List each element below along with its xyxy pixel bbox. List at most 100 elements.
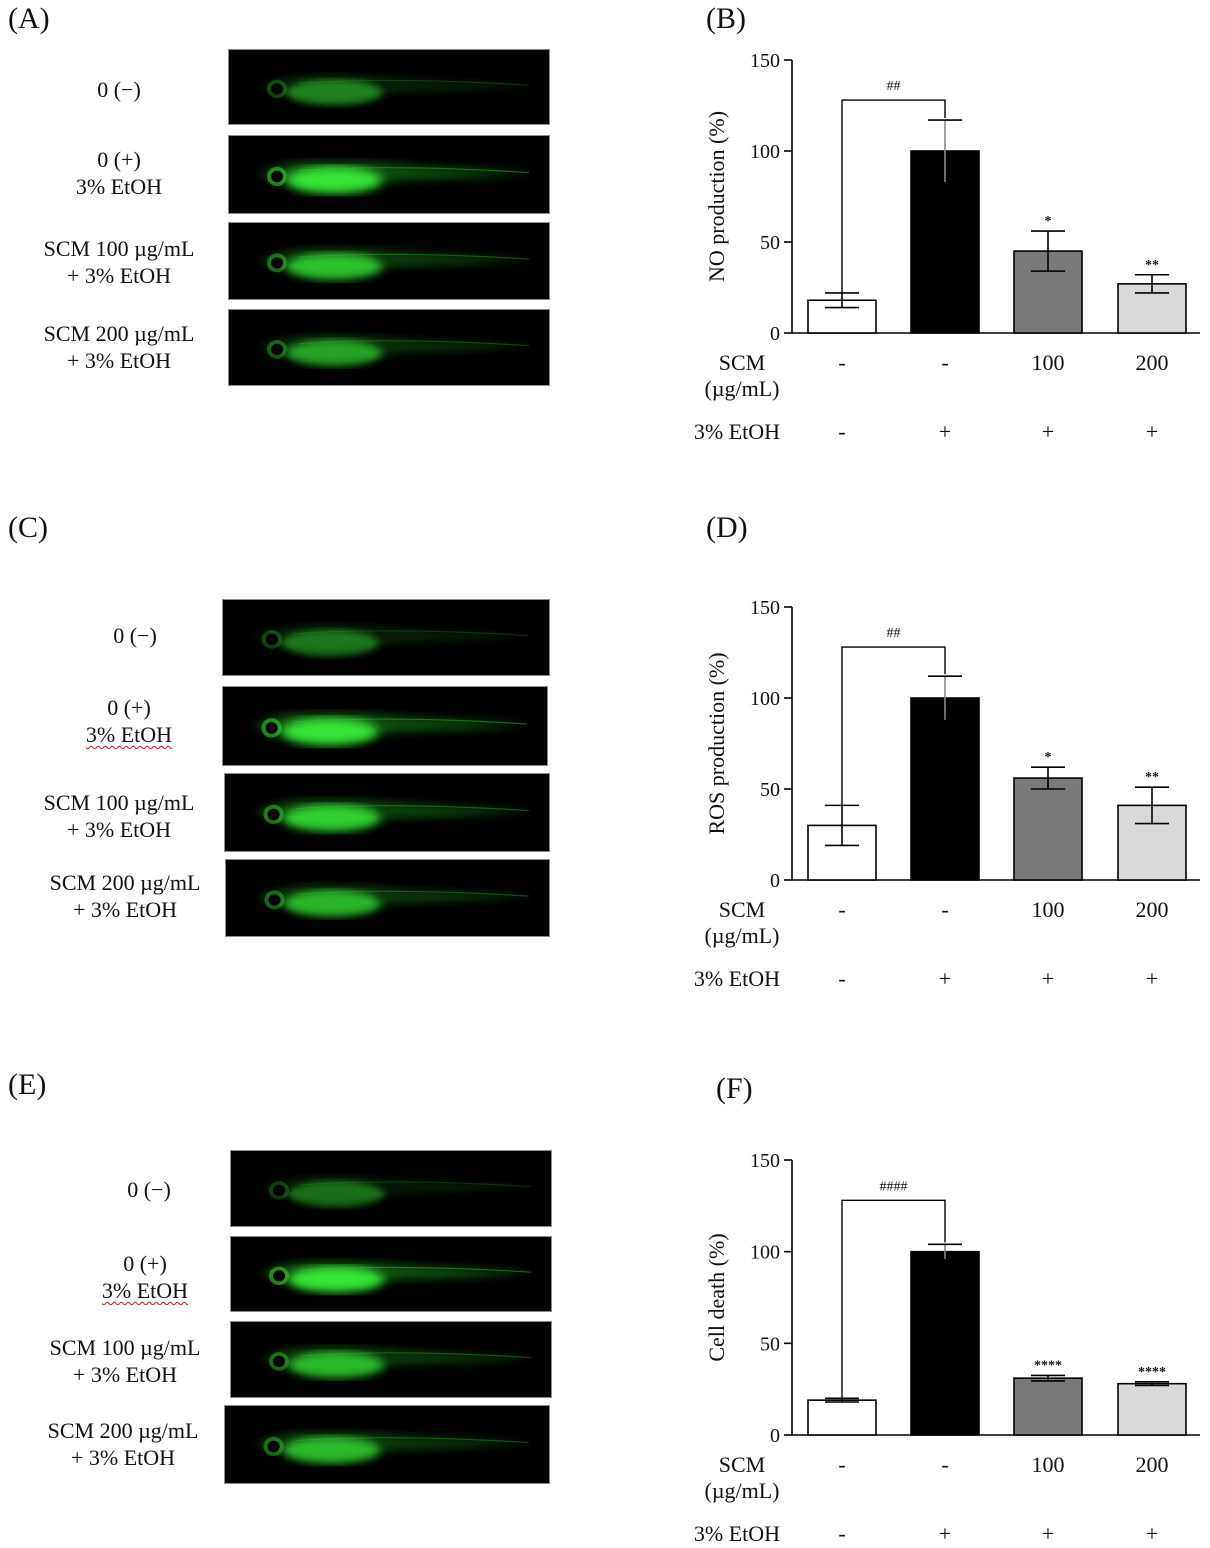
etoh-flag: - <box>838 966 845 991</box>
etoh-flag: + <box>1042 966 1054 991</box>
fish-spine <box>296 890 529 897</box>
y-axis-title: NO production (%) <box>704 111 729 282</box>
bracket-label: ## <box>887 79 901 94</box>
fluorescence-image <box>255 798 529 832</box>
etoh-flag: + <box>1146 419 1158 444</box>
etoh-flag: + <box>939 419 951 444</box>
fish-eye <box>273 1184 285 1196</box>
row-label-scm: SCM <box>719 897 765 922</box>
fluorescence-image <box>256 884 529 917</box>
significance-label: **** <box>1138 1365 1166 1380</box>
fish-yolk-glow <box>280 718 378 746</box>
row-label: 0 (+) 3% EtOH <box>75 147 163 199</box>
fish-spine <box>298 340 530 347</box>
zebrafish-image <box>228 135 550 214</box>
scm-dose: - <box>838 1452 845 1477</box>
fluorescence-image <box>261 1346 532 1379</box>
fluorescence-image <box>261 1175 532 1208</box>
scm-dose: 100 <box>1032 1452 1065 1477</box>
row-label: 0 (−) <box>127 1177 171 1202</box>
fish-eye <box>268 894 281 906</box>
row-label: SCM 100 µg/mL + 3% EtOH <box>43 236 195 288</box>
y-tick-label: 0 <box>770 1425 780 1447</box>
fish-yolk-glow <box>282 804 380 832</box>
fish-spine <box>298 167 530 174</box>
bracket-label: #### <box>880 1179 908 1194</box>
y-tick-label: 150 <box>750 1150 780 1172</box>
etoh-flag: + <box>1042 1521 1054 1546</box>
row-label: 0 (+) 3% EtOH <box>101 1251 189 1303</box>
fluorescence-image <box>255 1430 529 1464</box>
y-tick-label: 50 <box>760 232 780 254</box>
fish-eye <box>271 170 283 183</box>
bar <box>1117 1382 1187 1436</box>
zebrafish-image <box>228 309 550 386</box>
panel-label-c: (C) <box>8 511 48 544</box>
fish-yolk-glow <box>286 253 382 280</box>
zebrafish-image <box>222 686 548 766</box>
row-label: SCM 100 µg/mL + 3% EtOH <box>49 1335 201 1387</box>
fish-spine <box>295 805 529 812</box>
fish-spine <box>294 630 529 637</box>
fish-yolk-glow <box>288 1181 384 1208</box>
row-label-unit: (µg/mL) <box>705 923 780 948</box>
fish-spine <box>300 1181 532 1188</box>
row-label-etoh: 3% EtOH <box>694 1521 780 1546</box>
fluorescence-image <box>259 73 530 106</box>
fish-yolk-glow <box>281 630 379 657</box>
fish-yolk-glow <box>282 1436 380 1464</box>
bar <box>910 697 980 881</box>
fish-yolk-glow <box>288 1266 384 1293</box>
panel-label-e: (E) <box>8 1068 47 1101</box>
zebrafish-image <box>230 1236 552 1312</box>
y-tick-label: 50 <box>760 1333 780 1355</box>
fish-yolk-glow <box>286 79 382 106</box>
scm-dose: 200 <box>1136 897 1169 922</box>
row-label: 0 (−) <box>113 623 157 648</box>
fish-eye <box>273 1270 285 1282</box>
fish-yolk-glow <box>288 1352 384 1379</box>
fish-eye <box>271 257 283 269</box>
y-tick-label: 100 <box>750 688 780 710</box>
etoh-flag: + <box>1042 419 1054 444</box>
fish-eye <box>271 343 283 355</box>
y-tick-label: 0 <box>770 323 780 345</box>
zebrafish-image <box>230 1150 552 1227</box>
scm-dose: 100 <box>1032 897 1065 922</box>
significance-label: * <box>1045 750 1052 765</box>
fish-spine <box>300 1352 532 1359</box>
significance-label: **** <box>1034 1358 1062 1373</box>
zebrafish-image <box>228 222 550 300</box>
significance-bracket <box>841 99 946 293</box>
fluorescence-image <box>261 1260 532 1293</box>
y-tick-label: 150 <box>750 597 780 619</box>
zebrafish-image <box>228 49 550 125</box>
fish-eye <box>265 633 279 645</box>
fish-eye <box>273 1355 285 1367</box>
panel-label-d: (D) <box>706 511 748 544</box>
bracket-label: ## <box>887 626 901 641</box>
bar <box>1013 1377 1083 1436</box>
row-label-unit: (µg/mL) <box>705 1478 780 1503</box>
fish-spine <box>300 1266 532 1273</box>
row-label-etoh: 3% EtOH <box>694 966 780 991</box>
etoh-flag: + <box>939 1521 951 1546</box>
fish-yolk-glow <box>283 890 381 917</box>
scm-dose: - <box>838 897 845 922</box>
etoh-flag: + <box>1146 966 1158 991</box>
row-label-etoh: 3% EtOH <box>694 419 780 444</box>
row-label: SCM 200 µg/mL + 3% EtOH <box>47 1418 199 1470</box>
fish-yolk-glow <box>286 166 382 194</box>
y-tick-label: 150 <box>750 50 780 72</box>
scm-dose: 200 <box>1136 350 1169 375</box>
fish-eye <box>267 808 280 821</box>
bar <box>1013 777 1083 881</box>
row-label-unit: (µg/mL) <box>705 376 780 401</box>
fish-spine <box>298 79 530 86</box>
y-tick-label: 100 <box>750 141 780 163</box>
zebrafish-image <box>224 773 550 852</box>
fish-spine <box>295 1437 529 1444</box>
fluorescence-image <box>259 334 530 367</box>
fish-eye <box>267 1440 280 1453</box>
